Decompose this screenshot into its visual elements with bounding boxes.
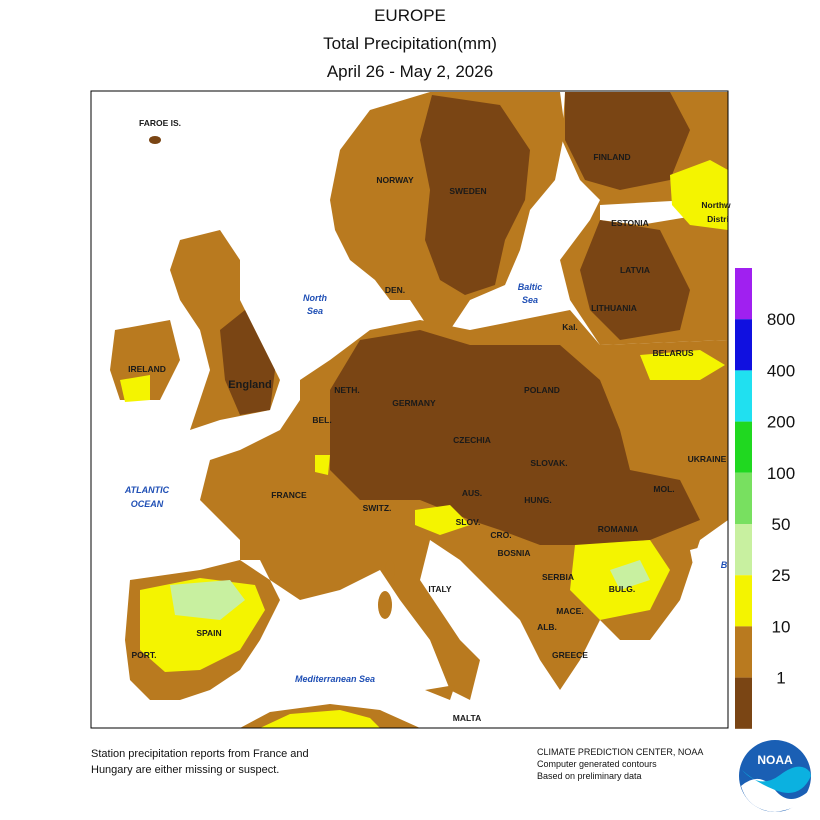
- place-label: AUS.: [462, 488, 482, 498]
- legend-swatch: [735, 575, 752, 627]
- date-range: April 26 - May 2, 2026: [327, 62, 493, 81]
- place-label: GREECE: [552, 650, 588, 660]
- place-label: LATVIA: [620, 265, 650, 275]
- place-label: Kal.: [562, 322, 578, 332]
- legend-label: 200: [767, 413, 795, 432]
- noaa-logo: NOAA: [739, 740, 811, 812]
- place-label: FINLAND: [593, 152, 630, 162]
- place-label: NETH.: [334, 385, 360, 395]
- legend-swatch: [735, 421, 752, 473]
- legend: 800 400 200 100 50 25 10 1: [735, 268, 795, 729]
- footnote: Hungary are either missing or suspect.: [91, 764, 279, 776]
- place-label: NORWAY: [376, 175, 414, 185]
- place-label: SLOVAK.: [530, 458, 567, 468]
- legend-label: 100: [767, 464, 795, 483]
- place-label: ROMANIA: [598, 524, 639, 534]
- sea-label: Mediterranean Sea: [295, 674, 375, 684]
- place-label: GERMANY: [392, 398, 436, 408]
- legend-label: 800: [767, 310, 795, 329]
- place-label: BELARUS: [652, 348, 693, 358]
- place-label: POLAND: [524, 385, 560, 395]
- sea-labels: North Sea Baltic Sea ATLANTIC OCEAN Medi…: [124, 282, 728, 684]
- title: EUROPE: [374, 6, 446, 25]
- legend-label: 50: [772, 515, 791, 534]
- credit: Based on preliminary data: [537, 771, 642, 781]
- legend-swatch: [735, 626, 752, 678]
- sea-label: OCEAN: [131, 499, 164, 509]
- place-label: SLOV.: [456, 517, 481, 527]
- place-label: HUNG.: [524, 495, 551, 505]
- sea-label: Sea: [307, 306, 323, 316]
- place-label: UKRAINE: [688, 454, 727, 464]
- place-label: IRELAND: [128, 364, 166, 374]
- place-label: PORT.: [131, 650, 156, 660]
- legend-swatch: [735, 319, 752, 371]
- place-label: SWEDEN: [449, 186, 486, 196]
- place-label: Distri: [707, 214, 729, 224]
- legend-label: 400: [767, 361, 795, 380]
- place-label: England: [228, 379, 271, 391]
- place-label: Northw: [701, 200, 731, 210]
- place-label: FRANCE: [271, 490, 307, 500]
- place-labels: FAROE IS. NORWAY SWEDEN FINLAND ESTONIA …: [128, 118, 731, 723]
- legend-label: 25: [772, 566, 791, 585]
- place-label: CRO.: [490, 530, 511, 540]
- place-label: SPAIN: [196, 628, 221, 638]
- logo-text: NOAA: [757, 753, 793, 767]
- legend-swatch: [735, 524, 752, 576]
- place-label: ALB.: [537, 622, 557, 632]
- legend-swatch: [735, 677, 752, 729]
- subtitle: Total Precipitation(mm): [323, 34, 497, 53]
- place-label: SWITZ.: [363, 503, 392, 513]
- legend-swatch: [735, 370, 752, 422]
- credit: Computer generated contours: [537, 759, 657, 769]
- place-label: MOL.: [653, 484, 674, 494]
- place-label: BEL.: [312, 415, 331, 425]
- place-label: ITALY: [428, 584, 451, 594]
- place-label: CZECHIA: [453, 435, 491, 445]
- place-label: ESTONIA: [611, 218, 649, 228]
- place-label: BULG.: [609, 584, 635, 594]
- credit: CLIMATE PREDICTION CENTER, NOAA: [537, 747, 703, 757]
- legend-swatch: [735, 472, 752, 524]
- legend-swatch: [735, 268, 752, 320]
- place-label: DEN.: [385, 285, 405, 295]
- place-label: LITHUANIA: [591, 303, 637, 313]
- legend-label: 10: [772, 617, 791, 636]
- place-label: SERBIA: [542, 572, 574, 582]
- sea-label: B: [721, 560, 728, 570]
- footnote: Station precipitation reports from Franc…: [91, 748, 309, 760]
- sea-label: Sea: [522, 295, 538, 305]
- map: FAROE IS. NORWAY SWEDEN FINLAND ESTONIA …: [90, 90, 731, 729]
- place-label: FAROE IS.: [139, 118, 181, 128]
- legend-label: 1: [776, 669, 785, 688]
- place-label: MACE.: [556, 606, 583, 616]
- place-label: MALTA: [453, 713, 481, 723]
- sea-label: ATLANTIC: [124, 485, 170, 495]
- place-label: BOSNIA: [497, 548, 530, 558]
- sea-label: North: [303, 293, 327, 303]
- sea-label: Baltic: [518, 282, 543, 292]
